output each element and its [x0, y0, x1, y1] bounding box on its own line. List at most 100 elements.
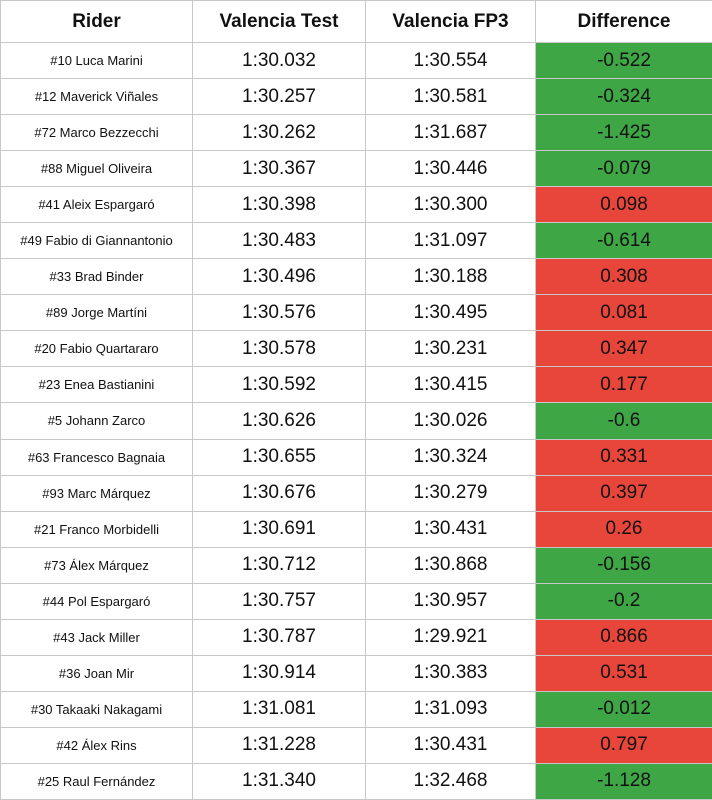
- rider: #20 Fabio Quartararo: [0, 330, 193, 368]
- test-time: 1:30.712: [192, 546, 366, 584]
- fp3-time: 1:29.921: [365, 618, 536, 656]
- difference: -0.2: [535, 582, 712, 620]
- row: #89 Jorge Martíni 1:30.576 1:30.495 0.081: [0, 294, 712, 332]
- fp3-time: 1:30.554: [365, 41, 536, 80]
- test-time: 1:30.676: [192, 474, 366, 512]
- difference: -0.6: [535, 402, 712, 440]
- column-header: Valencia FP3: [365, 0, 536, 43]
- difference: 0.26: [535, 510, 712, 548]
- row: #30 Takaaki Nakagami 1:31.081 1:31.093 -0.0…: [0, 690, 712, 728]
- difference: -1.128: [535, 762, 712, 800]
- difference: 0.347: [535, 330, 712, 368]
- test-time: 1:30.367: [192, 150, 366, 188]
- difference: -0.614: [535, 222, 712, 260]
- test-time: 1:30.398: [192, 186, 366, 224]
- fp3-time: 1:31.093: [365, 690, 536, 728]
- fp3-time: 1:30.415: [365, 366, 536, 404]
- difference: -0.079: [535, 150, 712, 188]
- rider: #5 Johann Zarco: [0, 402, 193, 440]
- fp3-time: 1:31.687: [365, 114, 536, 152]
- rider: #10 Luca Marini: [0, 41, 193, 80]
- rider: #25 Raul Fernández: [0, 762, 193, 800]
- difference: -0.324: [535, 78, 712, 116]
- fp3-time: 1:30.188: [365, 258, 536, 296]
- row: #93 Marc Márquez 1:30.676 1:30.279 0.397: [0, 474, 712, 512]
- fp3-time: 1:30.324: [365, 438, 536, 476]
- row: #41 Aleix Espargaró 1:30.398 1:30.300 0.098: [0, 186, 712, 224]
- fp3-time: 1:30.495: [365, 294, 536, 332]
- rider: #12 Maverick Viñales: [0, 78, 193, 116]
- row: #21 Franco Morbidelli 1:30.691 1:30.431 0.2…: [0, 510, 712, 548]
- row: #33 Brad Binder 1:30.496 1:30.188 0.308: [0, 258, 712, 296]
- difference: 0.797: [535, 726, 712, 764]
- fp3-time: 1:30.279: [365, 474, 536, 512]
- difference: 0.397: [535, 474, 712, 512]
- row: #49 Fabio di Giannantonio 1:30.483 1:31.09…: [0, 222, 712, 260]
- row: #44 Pol Espargaró 1:30.757 1:30.957 -0.2: [0, 582, 712, 620]
- test-time: 1:30.496: [192, 258, 366, 296]
- row: #12 Maverick Viñales 1:30.257 1:30.581 -0.3…: [0, 78, 712, 116]
- difference: 0.331: [535, 438, 712, 476]
- fp3-time: 1:30.300: [365, 186, 536, 224]
- difference: 0.866: [535, 618, 712, 656]
- test-time: 1:30.257: [192, 78, 366, 116]
- fp3-time: 1:30.868: [365, 546, 536, 584]
- header-row: Rider Valencia Test Valencia FP3 Difference: [0, 0, 712, 43]
- rider: #33 Brad Binder: [0, 258, 193, 296]
- row: #42 Álex Rins 1:31.228 1:30.431 0.797: [0, 726, 712, 764]
- difference: -1.425: [535, 114, 712, 152]
- column-header: Difference: [535, 0, 712, 43]
- fp3-time: 1:30.446: [365, 150, 536, 188]
- row: #23 Enea Bastianini 1:30.592 1:30.415 0.177: [0, 366, 712, 404]
- fp3-time: 1:31.097: [365, 222, 536, 260]
- test-time: 1:30.757: [192, 582, 366, 620]
- rider: #49 Fabio di Giannantonio: [0, 222, 193, 260]
- rider: #89 Jorge Martíni: [0, 294, 193, 332]
- difference: -0.012: [535, 690, 712, 728]
- test-time: 1:30.626: [192, 402, 366, 440]
- test-time: 1:30.483: [192, 222, 366, 260]
- fp3-time: 1:30.231: [365, 330, 536, 368]
- row: #43 Jack Miller 1:30.787 1:29.921 0.866: [0, 618, 712, 656]
- column-header: Rider: [0, 0, 193, 43]
- difference: 0.177: [535, 366, 712, 404]
- test-time: 1:31.228: [192, 726, 366, 764]
- rider: #73 Álex Márquez: [0, 546, 193, 584]
- row: #36 Joan Mir 1:30.914 1:30.383 0.531: [0, 654, 712, 692]
- row: #5 Johann Zarco 1:30.626 1:30.026 -0.6: [0, 402, 712, 440]
- fp3-time: 1:30.581: [365, 78, 536, 116]
- rider: #93 Marc Márquez: [0, 474, 193, 512]
- test-time: 1:30.262: [192, 114, 366, 152]
- fp3-time: 1:30.431: [365, 726, 536, 764]
- difference: 0.308: [535, 258, 712, 296]
- row: #72 Marco Bezzecchi 1:30.262 1:31.687 -1.42…: [0, 114, 712, 152]
- rider: #42 Álex Rins: [0, 726, 193, 764]
- test-time: 1:30.576: [192, 294, 366, 332]
- difference: -0.522: [535, 41, 712, 80]
- test-time: 1:30.787: [192, 618, 366, 656]
- row: #20 Fabio Quartararo 1:30.578 1:30.231 0.34…: [0, 330, 712, 368]
- row: #88 Miguel Oliveira 1:30.367 1:30.446 -0.07…: [0, 150, 712, 188]
- test-time: 1:30.592: [192, 366, 366, 404]
- fp3-time: 1:30.026: [365, 402, 536, 440]
- test-time: 1:31.081: [192, 690, 366, 728]
- table-body: #10 Luca Marini 1:30.032 1:30.554 -0.522 #12…: [0, 41, 712, 800]
- rider: #88 Miguel Oliveira: [0, 150, 193, 188]
- difference: -0.156: [535, 546, 712, 584]
- rider: #72 Marco Bezzecchi: [0, 114, 193, 152]
- difference: 0.081: [535, 294, 712, 332]
- rider: #44 Pol Espargaró: [0, 582, 193, 620]
- rider: #30 Takaaki Nakagami: [0, 690, 193, 728]
- test-time: 1:30.032: [192, 41, 366, 80]
- rider: #21 Franco Morbidelli: [0, 510, 193, 548]
- fp3-time: 1:30.383: [365, 654, 536, 692]
- test-time: 1:30.655: [192, 438, 366, 476]
- fp3-time: 1:30.957: [365, 582, 536, 620]
- rider: #63 Francesco Bagnaia: [0, 438, 193, 476]
- row: #73 Álex Márquez 1:30.712 1:30.868 -0.156: [0, 546, 712, 584]
- difference: 0.531: [535, 654, 712, 692]
- fp3-time: 1:32.468: [365, 762, 536, 800]
- test-time: 1:30.691: [192, 510, 366, 548]
